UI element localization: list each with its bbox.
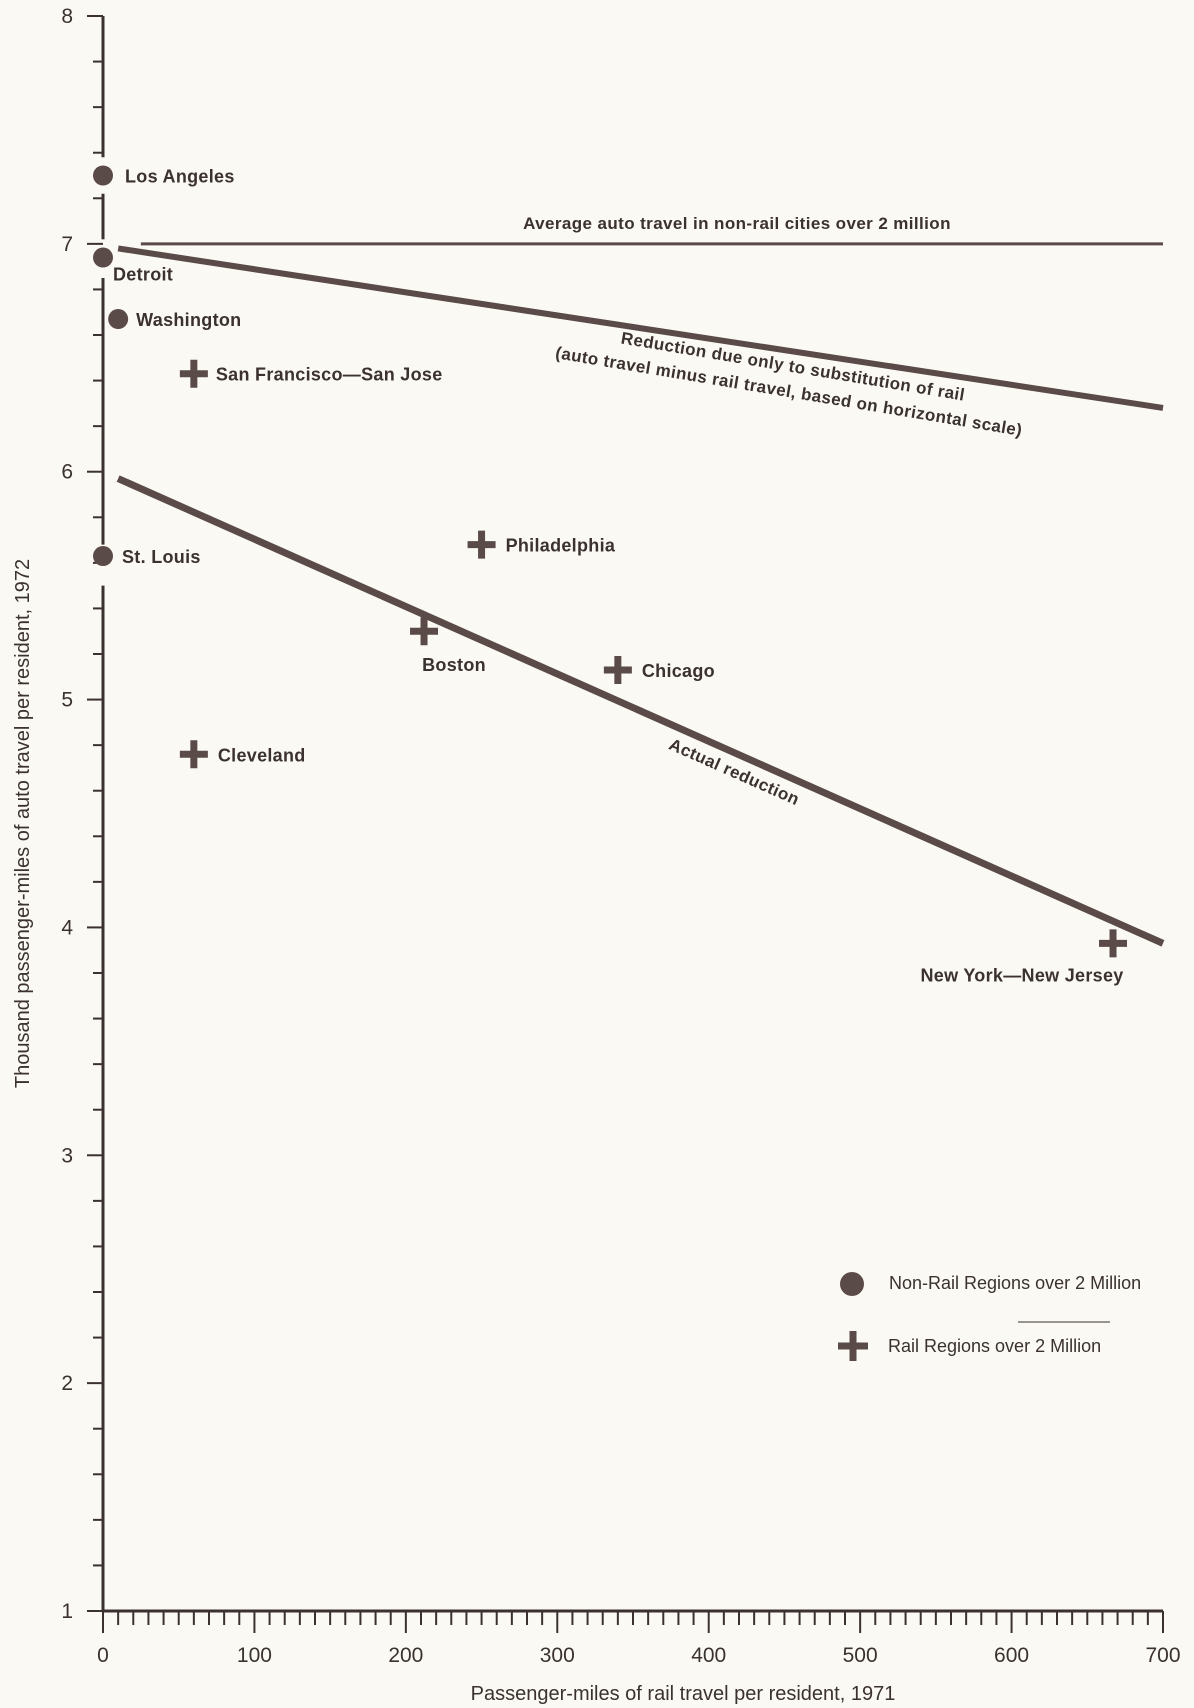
plus-marker (603, 655, 632, 684)
point-label: Los Angeles (125, 167, 235, 187)
data-point: St. Louis (93, 546, 201, 567)
x-tick-label: 400 (691, 1644, 726, 1667)
x-axis-title: Passenger-miles of rail travel per resid… (471, 1683, 896, 1705)
axes: 1 2 3 4 5 6 7 8 0 100 200 300 400 500 600 700 Passenger-… (12, 5, 1181, 1705)
plus-marker (467, 530, 496, 559)
data-point: Los Angeles (93, 165, 235, 187)
x-tick-label: 0 (97, 1644, 109, 1667)
point-label: Chicago (642, 661, 715, 681)
y-tick-label: 5 (61, 689, 73, 712)
data-point: Boston (410, 617, 486, 675)
point-label: Detroit (113, 265, 173, 285)
x-tick-label: 200 (388, 1644, 423, 1667)
circle-marker (108, 309, 129, 330)
legend: Non-Rail Regions over 2 Million Rail Regi… (838, 1272, 1141, 1361)
y-tick-label: 6 (61, 461, 73, 484)
x-tick-label: 600 (994, 1644, 1029, 1667)
x-tick-label: 500 (843, 1644, 878, 1667)
y-tick-label: 3 (61, 1144, 73, 1167)
legend-item: Non-Rail Regions over 2 Million (840, 1272, 1141, 1296)
circle-marker (93, 546, 113, 567)
reference-line (117, 245, 1164, 411)
y-tick-label: 7 (61, 233, 73, 256)
plus-marker (179, 359, 208, 388)
legend-item: Rail Regions over 2 Million (838, 1331, 1101, 1361)
point-label: St. Louis (122, 547, 201, 567)
circle-marker (93, 165, 113, 186)
plus-marker (410, 617, 439, 646)
data-points: Los Angeles Detroit Washington St. Louis San… (93, 165, 1128, 985)
data-point: Cleveland (179, 740, 306, 769)
plus-marker (179, 740, 208, 769)
average-line-label: Average auto travel in non-rail cities o… (523, 214, 951, 233)
point-label: Boston (422, 655, 486, 675)
point-label: Philadelphia (506, 536, 616, 556)
x-tick-label: 300 (540, 1644, 575, 1667)
data-point: Philadelphia (467, 530, 616, 559)
data-point: Chicago (603, 655, 715, 684)
x-tick-label: 700 (1145, 1644, 1180, 1667)
y-axis-title: Thousand passenger-miles of auto travel … (12, 559, 34, 1088)
reference-lines: Average auto travel in non-rail cities o… (116, 214, 1165, 947)
y-tick-label: 4 (61, 916, 73, 939)
y-tick-label: 2 (61, 1372, 73, 1395)
circle-marker (93, 247, 113, 268)
legend-label: Non-Rail Regions over 2 Million (889, 1273, 1141, 1293)
x-tick-label: 100 (237, 1644, 272, 1667)
reference-line (116, 475, 1165, 947)
circle-marker (840, 1272, 864, 1296)
data-point: New York—New Jersey (920, 929, 1128, 985)
data-point: Washington (108, 309, 241, 330)
legend-label: Rail Regions over 2 Million (888, 1336, 1101, 1356)
point-label: New York—New Jersey (920, 965, 1123, 985)
data-point: Detroit (93, 247, 173, 285)
data-point: San Francisco—San Jose (179, 359, 443, 388)
point-label: Washington (136, 310, 241, 330)
plus-marker (838, 1331, 868, 1361)
plus-marker (1099, 929, 1128, 958)
point-label: San Francisco—San Jose (216, 365, 443, 385)
point-label: Cleveland (218, 745, 306, 765)
y-tick-label: 1 (61, 1600, 73, 1623)
y-tick-label: 8 (61, 5, 73, 28)
